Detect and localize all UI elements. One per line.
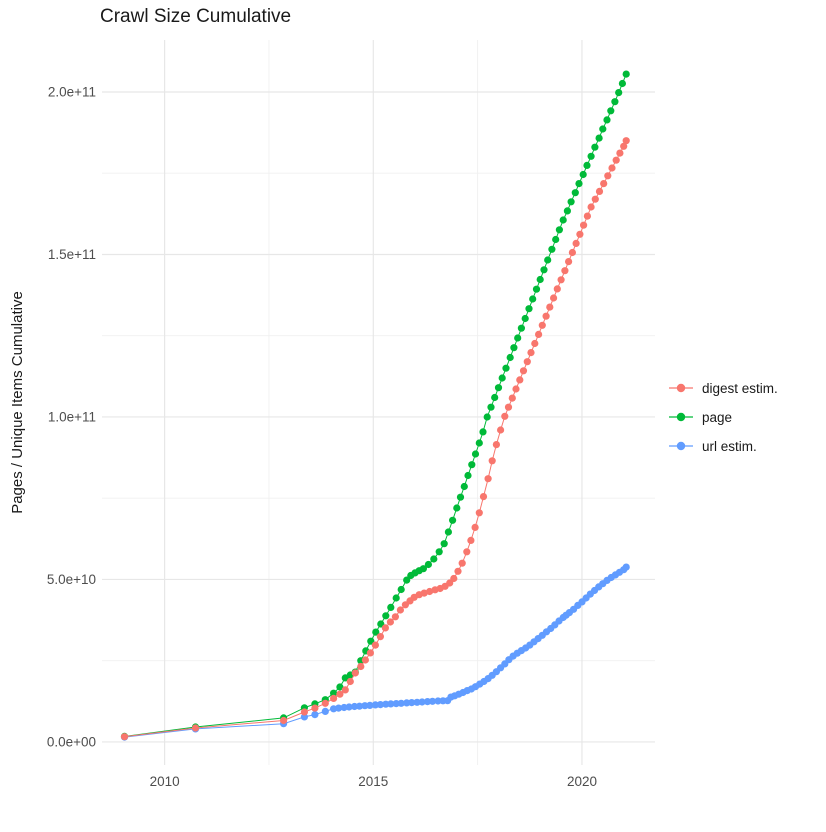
svg-text:0.0e+00: 0.0e+00 — [47, 734, 96, 749]
svg-text:2010: 2010 — [150, 774, 180, 789]
svg-text:1.0e+11: 1.0e+11 — [48, 409, 96, 424]
svg-text:5.0e+10: 5.0e+10 — [47, 572, 96, 587]
legend-key-page-icon — [669, 412, 693, 422]
svg-text:2020: 2020 — [567, 774, 597, 789]
legend-row-digest: digest estim. — [668, 378, 778, 398]
legend-label-page: page — [702, 409, 733, 425]
legend-row-page: page — [668, 407, 778, 427]
legend: digest estim. page url estim. — [668, 378, 778, 456]
svg-text:2.0e+11: 2.0e+11 — [48, 84, 96, 99]
chart-title: Crawl Size Cumulative — [100, 6, 292, 27]
svg-text:2015: 2015 — [358, 774, 388, 789]
legend-label-digest: digest estim. — [702, 380, 778, 396]
legend-key-digest-icon — [669, 383, 693, 393]
legend-label-url: url estim. — [702, 438, 757, 454]
legend-key-url-icon — [669, 441, 693, 451]
legend-row-url: url estim. — [668, 436, 778, 456]
svg-text:1.5e+11: 1.5e+11 — [48, 247, 96, 262]
